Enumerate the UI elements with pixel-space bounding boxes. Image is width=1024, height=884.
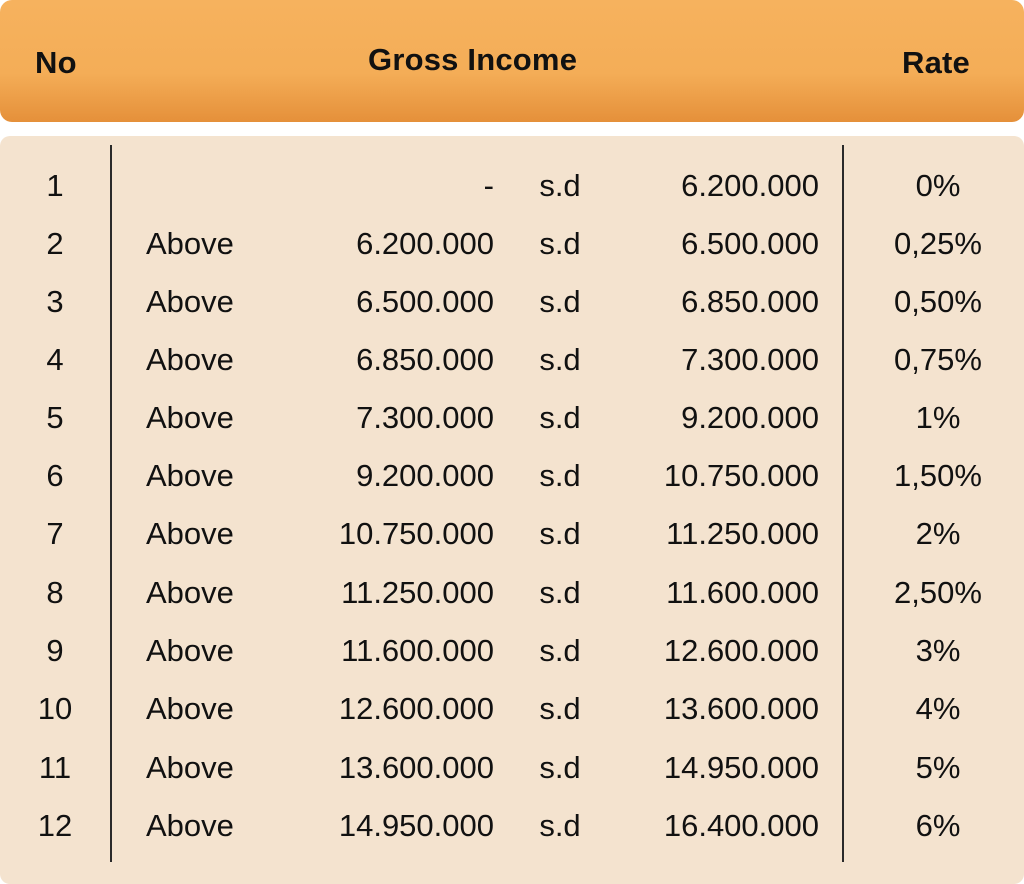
row-to-amount: 10.750.000 xyxy=(663,458,819,493)
row-to-amount: 13.600.000 xyxy=(663,691,819,726)
row-from-amount: 10.750.000 xyxy=(338,516,494,551)
column-divider-left xyxy=(110,145,112,862)
table-row: 11 Above 13.600.000 s.d 14.950.000 5% xyxy=(0,739,1024,797)
row-rate: 6% xyxy=(915,808,961,843)
table-row: 4 Above 6.850.000 s.d 7.300.000 0,75% xyxy=(0,331,1024,389)
row-number: 11 xyxy=(38,750,72,785)
row-number: 6 xyxy=(46,458,64,493)
row-from-amount: 11.250.000 xyxy=(341,575,494,610)
table-row: 2 Above 6.200.000 s.d 6.500.000 0,25% xyxy=(0,215,1024,273)
table-row: 6 Above 9.200.000 s.d 10.750.000 1,50% xyxy=(0,447,1024,505)
table-row: 10 Above 12.600.000 s.d 13.600.000 4% xyxy=(0,680,1024,738)
row-to-amount: 6.500.000 xyxy=(681,226,819,261)
row-to-amount: 9.200.000 xyxy=(681,400,819,435)
row-to-amount: 16.400.000 xyxy=(663,808,819,843)
row-sd-label: s.d xyxy=(539,458,581,493)
header-no: No xyxy=(35,45,77,80)
row-above-label: Above xyxy=(146,400,234,435)
row-number: 4 xyxy=(46,342,64,377)
row-to-amount: 11.600.000 xyxy=(666,575,819,610)
row-sd-label: s.d xyxy=(539,284,581,319)
row-number: 3 xyxy=(46,284,64,319)
row-from-amount: 12.600.000 xyxy=(338,691,494,726)
table-row: 7 Above 10.750.000 s.d 11.250.000 2% xyxy=(0,505,1024,563)
column-divider-right xyxy=(842,145,844,862)
table-row: 12 Above 14.950.000 s.d 16.400.000 6% xyxy=(0,797,1024,855)
row-number: 8 xyxy=(46,575,64,610)
row-sd-label: s.d xyxy=(539,516,581,551)
row-rate: 1% xyxy=(915,400,961,435)
table-row: 9 Above 11.600.000 s.d 12.600.000 3% xyxy=(0,622,1024,680)
row-from-amount: 6.850.000 xyxy=(356,342,494,377)
table-row: 3 Above 6.500.000 s.d 6.850.000 0,50% xyxy=(0,273,1024,331)
row-to-amount: 6.850.000 xyxy=(681,284,819,319)
row-above-label: Above xyxy=(146,575,234,610)
row-from-amount: 11.600.000 xyxy=(341,633,494,668)
table-row: 5 Above 7.300.000 s.d 9.200.000 1% xyxy=(0,389,1024,447)
row-above-label: Above xyxy=(146,458,234,493)
row-above-label: Above xyxy=(146,691,234,726)
row-rate: 0,25% xyxy=(894,226,982,261)
row-number: 5 xyxy=(46,400,64,435)
row-rate: 0,75% xyxy=(894,342,982,377)
row-sd-label: s.d xyxy=(539,750,581,785)
row-above-label: Above xyxy=(146,750,234,785)
row-sd-label: s.d xyxy=(539,342,581,377)
row-from-amount: 7.300.000 xyxy=(356,400,494,435)
row-above-label xyxy=(146,157,276,215)
row-sd-label: s.d xyxy=(539,633,581,668)
row-from-amount: 13.600.000 xyxy=(338,750,494,785)
table-row: 8 Above 11.250.000 s.d 11.600.000 2,50% xyxy=(0,564,1024,622)
row-above-label: Above xyxy=(146,284,234,319)
row-from-amount: 6.200.000 xyxy=(356,226,494,261)
row-above-label: Above xyxy=(146,808,234,843)
row-number: 2 xyxy=(46,226,64,261)
table-body xyxy=(0,136,1024,884)
row-to-amount: 12.600.000 xyxy=(663,633,819,668)
row-sd-label: s.d xyxy=(539,691,581,726)
row-number: 10 xyxy=(37,691,73,726)
row-from-amount: 9.200.000 xyxy=(356,458,494,493)
row-rate: 3% xyxy=(915,633,961,668)
row-to-amount: 14.950.000 xyxy=(663,750,819,785)
row-rate: 2,50% xyxy=(894,575,982,610)
row-from-amount: 6.500.000 xyxy=(356,284,494,319)
row-sd-label: s.d xyxy=(539,168,581,203)
header-rate: Rate xyxy=(902,45,970,80)
row-sd-label: s.d xyxy=(539,226,581,261)
row-sd-label: s.d xyxy=(539,575,581,610)
row-rate: 4% xyxy=(915,691,961,726)
row-number: 7 xyxy=(46,516,64,551)
row-from-amount: - xyxy=(483,168,494,203)
row-above-label: Above xyxy=(146,342,234,377)
row-number: 1 xyxy=(46,168,64,203)
row-number: 9 xyxy=(46,633,64,668)
row-rate: 2% xyxy=(915,516,961,551)
row-above-label: Above xyxy=(146,516,234,551)
row-rate: 0,50% xyxy=(894,284,982,319)
row-sd-label: s.d xyxy=(539,808,581,843)
row-number: 12 xyxy=(37,808,73,843)
header-gross-income: Gross Income xyxy=(368,42,578,77)
row-to-amount: 11.250.000 xyxy=(666,516,819,551)
row-to-amount: 6.200.000 xyxy=(681,168,819,203)
row-from-amount: 14.950.000 xyxy=(338,808,494,843)
table-header: No Gross Income Rate xyxy=(0,0,1024,122)
row-to-amount: 7.300.000 xyxy=(681,342,819,377)
row-rate: 5% xyxy=(915,750,961,785)
row-above-label: Above xyxy=(146,633,234,668)
table-row: 1 - s.d 6.200.000 0% xyxy=(0,157,1024,215)
row-sd-label: s.d xyxy=(539,400,581,435)
row-above-label: Above xyxy=(146,226,234,261)
row-rate: 0% xyxy=(915,168,961,203)
row-rate: 1,50% xyxy=(894,458,982,493)
